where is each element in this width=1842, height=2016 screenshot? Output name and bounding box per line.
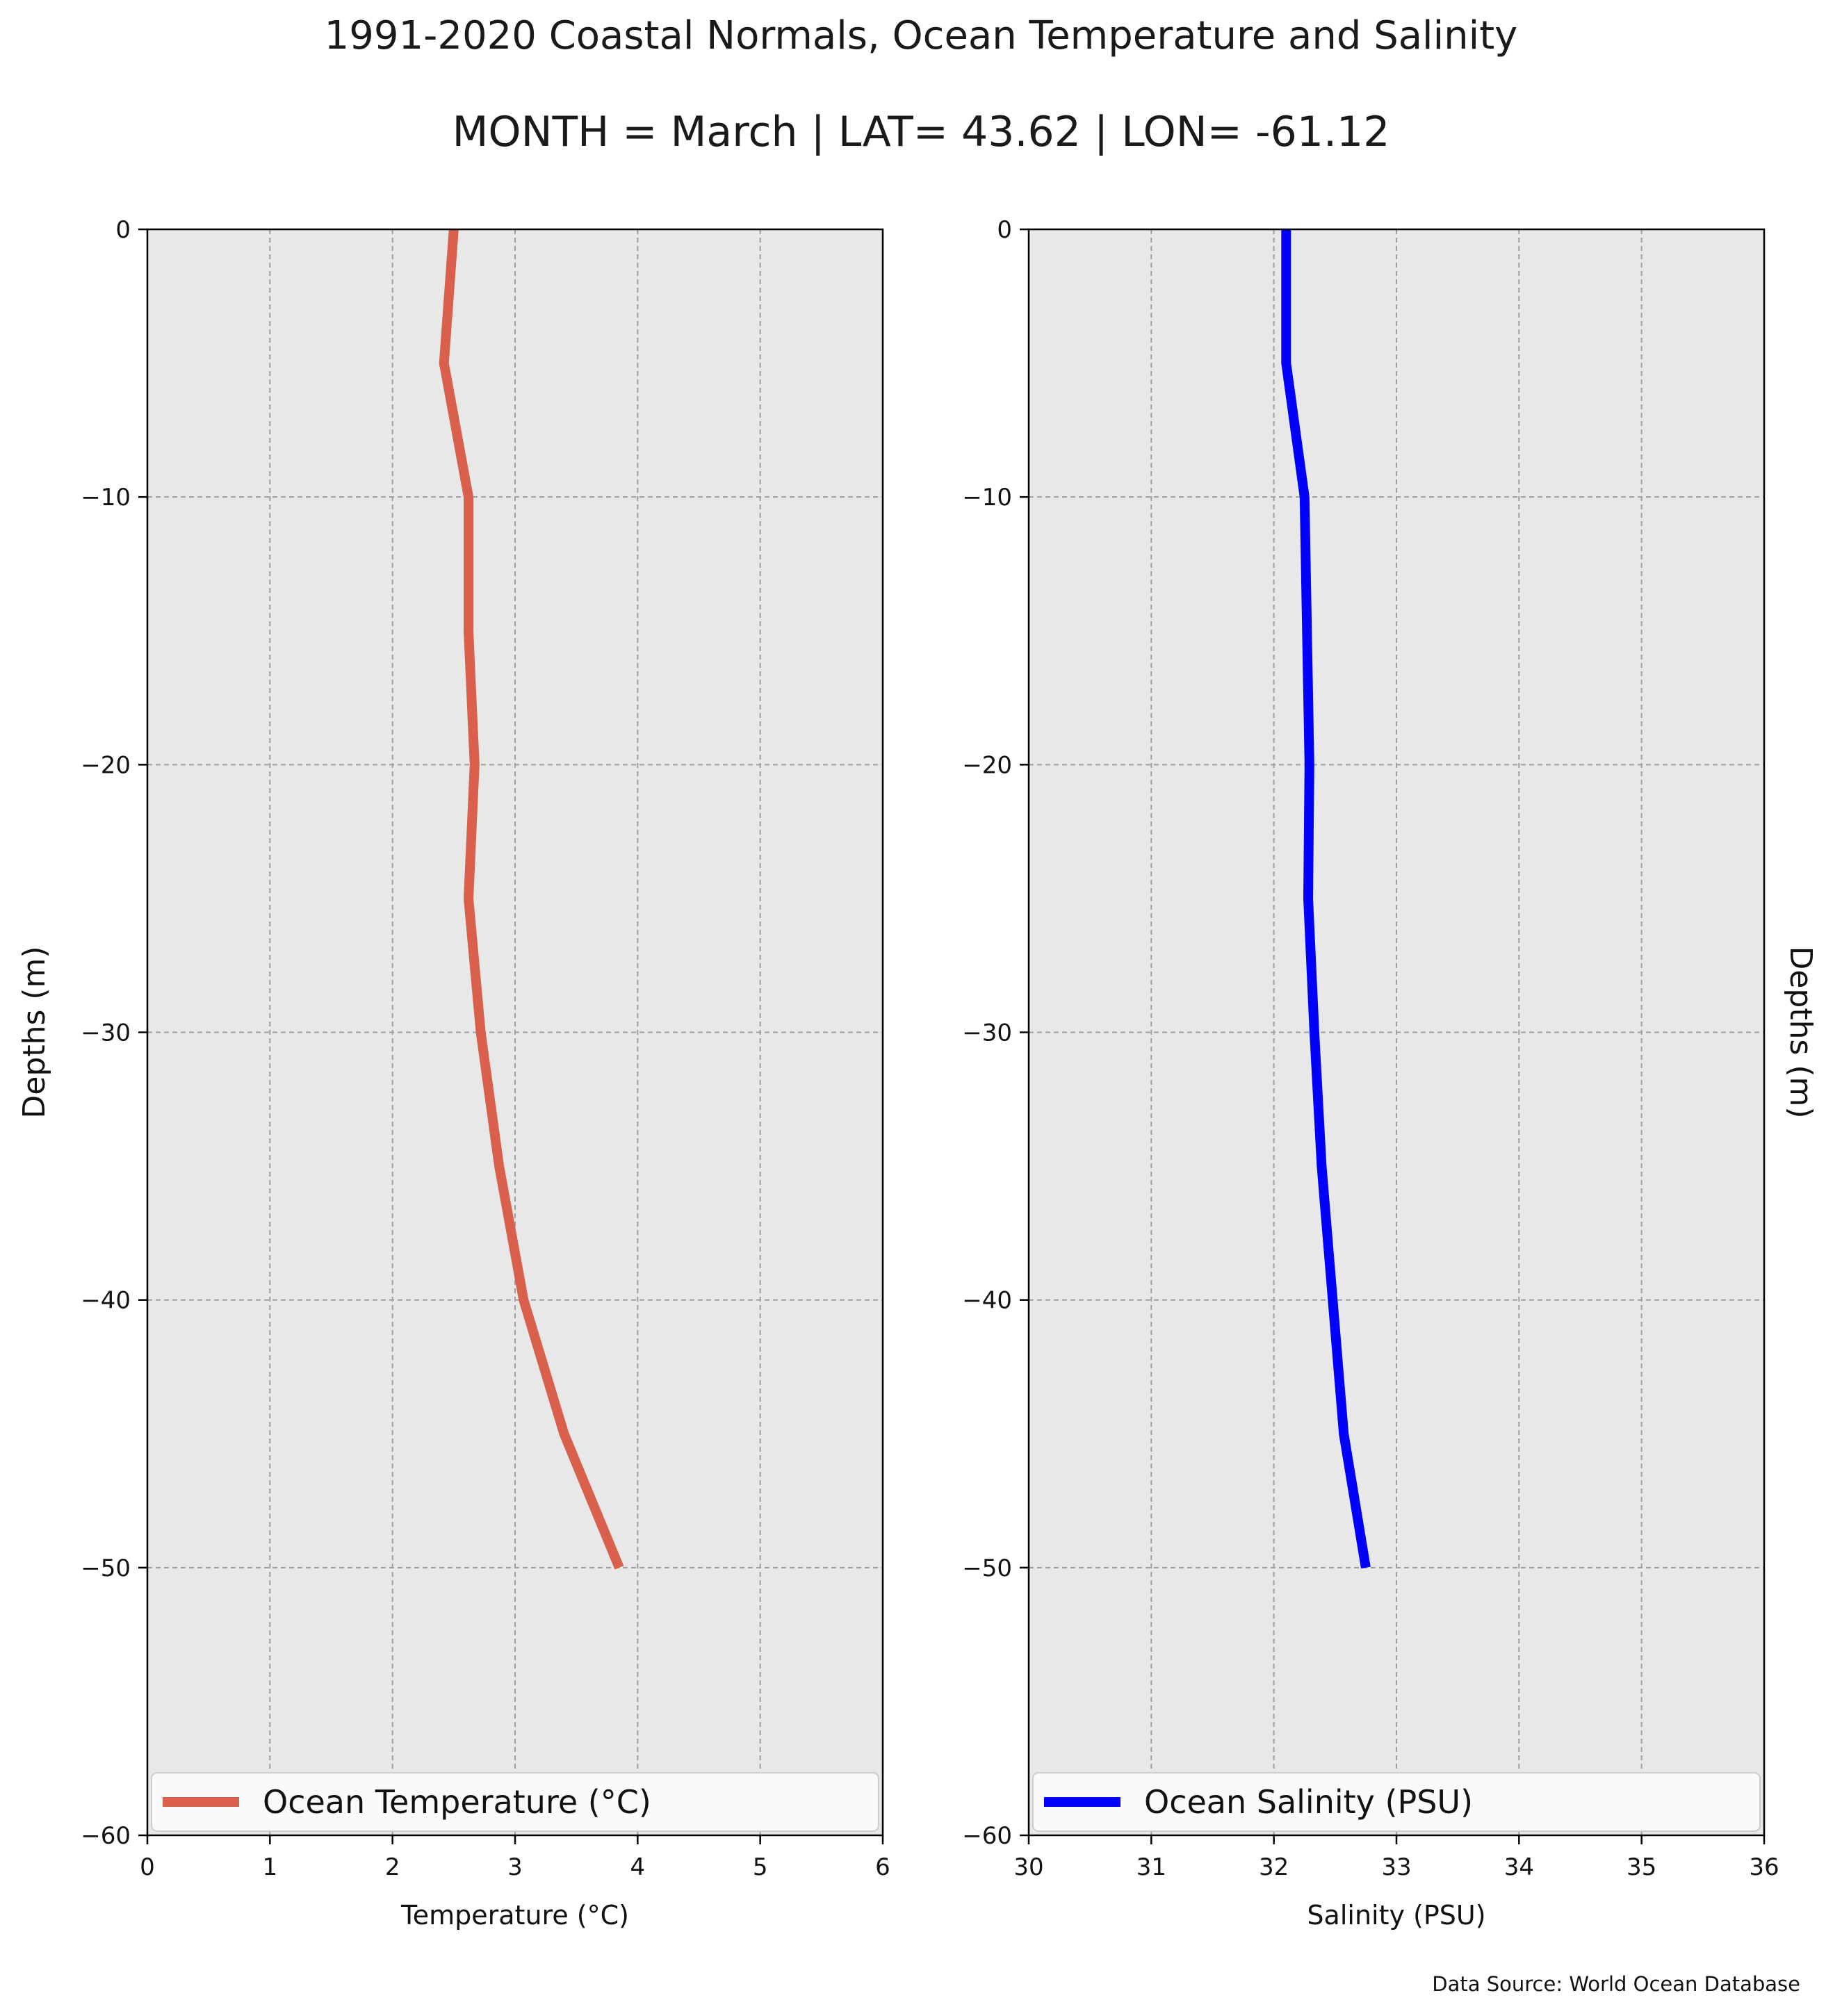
salinity-y-tick-label: −50 (962, 1555, 1012, 1582)
temperature-x-tick-label: 3 (507, 1853, 523, 1881)
salinity-y-tick-label: −20 (962, 751, 1012, 779)
salinity-y-tick-label: −10 (962, 484, 1012, 511)
salinity-x-axis-label: Salinity (PSU) (1307, 1900, 1485, 1931)
figure-title: 1991-2020 Coastal Normals, Ocean Tempera… (325, 13, 1518, 58)
temperature-legend-box (151, 1772, 879, 1832)
temperature-y-tick-label: −60 (81, 1822, 131, 1850)
salinity-y-axis-label: Depths (m) (1783, 946, 1818, 1118)
temperature-series (439, 229, 624, 1570)
temperature-y-tick-label: −10 (81, 484, 131, 511)
temperature-y-tick-label: 0 (115, 216, 131, 244)
salinity-ticks: 30 31 32 33 34 35 36 0 −10 −20 −30 −40 −50 −60 (962, 216, 1779, 1881)
temperature-x-tick-label: 5 (753, 1853, 768, 1881)
salinity-x-tick-label: 34 (1504, 1853, 1534, 1881)
temperature-legend: Ocean Temperature (°C) (151, 1772, 879, 1832)
salinity-x-tick-label: 35 (1627, 1853, 1656, 1881)
salinity-legend-box (1032, 1772, 1761, 1832)
salinity-legend-label: Ocean Salinity (PSU) (1144, 1783, 1473, 1821)
temperature-y-tick-label: −50 (81, 1555, 131, 1582)
salinity-panel: 30 31 32 33 34 35 36 0 −10 −20 −30 −40 −50 −60 Ocean … (962, 216, 1818, 1931)
temperature-x-tick-label: 1 (263, 1853, 278, 1881)
salinity-x-tick-label: 33 (1381, 1853, 1411, 1881)
temperature-x-tick-label: 0 (140, 1853, 155, 1881)
salinity-x-tick-label: 31 (1136, 1853, 1166, 1881)
temperature-y-tick-label: −30 (81, 1019, 131, 1047)
temperature-x-tick-label: 2 (385, 1853, 400, 1881)
temperature-panel: 0 1 2 3 4 5 6 0 −10 −20 −30 −40 −50 −60 Ocean Tempera… (17, 216, 890, 1931)
salinity-x-tick-label: 36 (1749, 1853, 1779, 1881)
temperature-y-tick-label: −20 (81, 751, 131, 779)
data-source-note: Data Source: World Ocean Database (1432, 1972, 1800, 1996)
temperature-ticks: 0 1 2 3 4 5 6 0 −10 −20 −30 −40 −50 −60 (81, 216, 890, 1881)
salinity-legend: Ocean Salinity (PSU) (1032, 1772, 1761, 1832)
salinity-x-tick-label: 30 (1013, 1853, 1043, 1881)
temperature-x-tick-label: 6 (875, 1853, 890, 1881)
temperature-series-line (439, 229, 624, 1570)
temperature-y-axis-label: Depths (m) (17, 946, 52, 1118)
salinity-y-tick-label: 0 (997, 216, 1012, 244)
figure-subtitle: MONTH = March | LAT= 43.62 | LON= -61.12 (453, 108, 1390, 156)
temperature-y-tick-label: −40 (81, 1287, 131, 1315)
salinity-series (1281, 229, 1371, 1568)
salinity-x-tick-label: 32 (1259, 1853, 1289, 1881)
temperature-x-tick-label: 4 (630, 1853, 646, 1881)
temperature-x-axis-label: Temperature (°C) (400, 1900, 629, 1931)
salinity-y-tick-label: −60 (962, 1822, 1012, 1850)
salinity-y-tick-label: −40 (962, 1287, 1012, 1315)
salinity-y-tick-label: −30 (962, 1019, 1012, 1047)
temperature-legend-label: Ocean Temperature (°C) (263, 1783, 651, 1821)
salinity-series-line (1281, 229, 1371, 1568)
